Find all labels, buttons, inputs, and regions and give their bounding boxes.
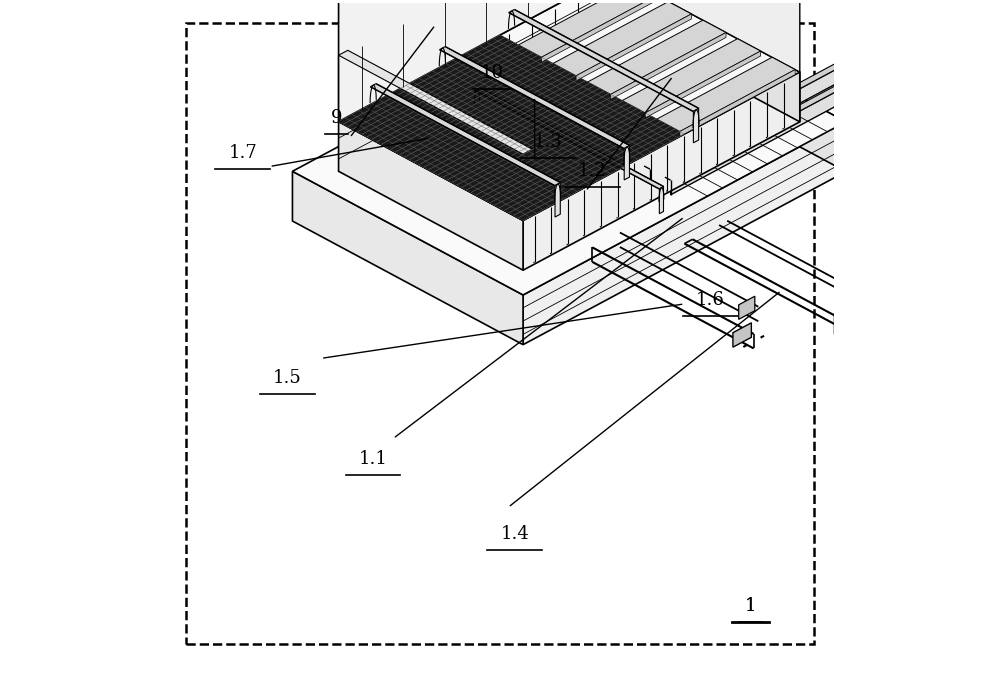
Polygon shape xyxy=(371,84,560,185)
Polygon shape xyxy=(542,0,657,62)
Polygon shape xyxy=(339,51,532,154)
Polygon shape xyxy=(834,309,842,334)
Polygon shape xyxy=(555,183,560,217)
Text: 1.7: 1.7 xyxy=(228,144,257,162)
Text: 1.5: 1.5 xyxy=(273,369,302,388)
Polygon shape xyxy=(339,0,800,220)
Polygon shape xyxy=(440,47,629,148)
Polygon shape xyxy=(644,18,927,169)
Polygon shape xyxy=(846,280,854,302)
Polygon shape xyxy=(733,323,751,347)
Text: 9: 9 xyxy=(330,109,342,127)
Polygon shape xyxy=(671,32,947,195)
Polygon shape xyxy=(523,72,800,270)
Text: 1.1: 1.1 xyxy=(359,450,387,468)
Polygon shape xyxy=(665,29,947,180)
Text: 1.6: 1.6 xyxy=(696,291,725,309)
Text: 10: 10 xyxy=(480,64,503,82)
Text: 1: 1 xyxy=(745,596,756,615)
Text: 1.2: 1.2 xyxy=(578,162,607,180)
Polygon shape xyxy=(622,38,761,113)
Text: 1: 1 xyxy=(745,596,756,615)
Polygon shape xyxy=(576,14,691,81)
Polygon shape xyxy=(693,109,699,143)
Polygon shape xyxy=(292,171,523,344)
Text: 1.3: 1.3 xyxy=(534,133,563,151)
Polygon shape xyxy=(475,88,664,189)
Polygon shape xyxy=(339,0,615,121)
Polygon shape xyxy=(650,21,927,183)
Polygon shape xyxy=(739,296,755,319)
Polygon shape xyxy=(615,0,800,122)
Polygon shape xyxy=(615,0,800,72)
Polygon shape xyxy=(680,69,795,136)
Polygon shape xyxy=(915,21,927,41)
Polygon shape xyxy=(292,0,846,295)
Polygon shape xyxy=(611,32,726,99)
Polygon shape xyxy=(645,51,761,118)
Polygon shape xyxy=(936,32,947,53)
Polygon shape xyxy=(523,122,846,344)
Polygon shape xyxy=(624,146,629,180)
Polygon shape xyxy=(339,121,523,270)
Polygon shape xyxy=(518,0,657,57)
Polygon shape xyxy=(657,57,795,131)
Polygon shape xyxy=(339,35,684,220)
Polygon shape xyxy=(509,9,699,111)
Polygon shape xyxy=(339,55,523,220)
Polygon shape xyxy=(659,187,664,214)
Polygon shape xyxy=(615,0,846,172)
Polygon shape xyxy=(588,20,726,94)
Polygon shape xyxy=(553,1,691,75)
Text: 1.4: 1.4 xyxy=(500,525,529,543)
